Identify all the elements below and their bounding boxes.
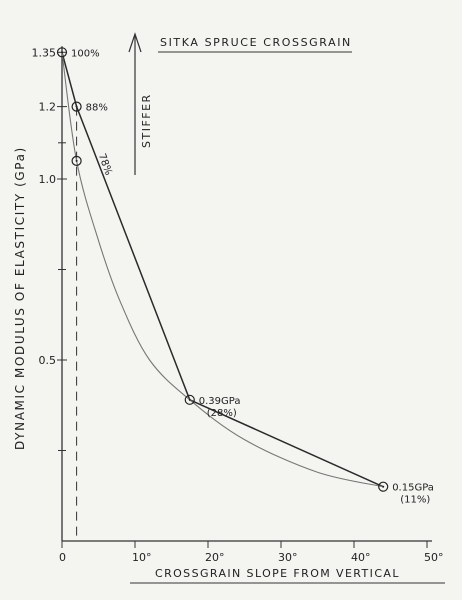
x-axis-label: CROSSGRAIN SLOPE FROM VERTICAL xyxy=(155,567,400,580)
series-layer xyxy=(61,52,384,488)
data-sublabel: (11%) xyxy=(400,495,430,506)
data-label: 0.39GPa xyxy=(199,396,241,407)
y-axis-label: DYNAMIC MODULUS OF ELASTICITY (GPa) xyxy=(13,146,27,450)
series-line-1 xyxy=(61,52,384,488)
data-point-marker xyxy=(378,481,389,492)
y-tick-label: 0.5 xyxy=(39,354,57,367)
y-tick-label: 1.2 xyxy=(39,101,57,114)
data-label: 100% xyxy=(71,48,100,59)
x-tick-label: 20° xyxy=(205,551,225,564)
data-label: 88% xyxy=(86,103,108,114)
data-point-marker xyxy=(56,47,68,58)
data-sublabel: (28%) xyxy=(207,408,237,419)
stiffer-arrow-head xyxy=(128,32,142,53)
y-tick-label: 1.0 xyxy=(39,173,57,186)
stiffer-indicator: STIFFER xyxy=(128,32,153,175)
data-point-marker xyxy=(184,394,195,405)
series-line-2 xyxy=(61,52,384,488)
x-tick-label: 10° xyxy=(132,551,152,564)
stiffer-label: STIFFER xyxy=(140,93,153,148)
data-point-marker xyxy=(71,101,82,112)
data-label: 0.15GPa xyxy=(392,483,434,494)
data-point-center xyxy=(188,398,191,401)
data-point-center xyxy=(75,105,78,108)
x-tick-label: 50° xyxy=(424,551,444,564)
x-tick-label: 0 xyxy=(59,551,66,564)
chart-title: SITKA SPRUCE CROSSGRAIN xyxy=(160,36,352,49)
axes xyxy=(61,46,432,542)
data-point-center xyxy=(75,159,78,162)
data-point-center xyxy=(382,485,385,488)
x-tick-label: 40° xyxy=(351,551,371,564)
data-point-marker xyxy=(71,155,82,166)
marker-layer: 100%88%78%0.39GPa(28%)0.15GPa(11%) xyxy=(56,47,434,506)
x-tick-label: 30° xyxy=(278,551,298,564)
data-point-center xyxy=(61,51,63,54)
ticks: 0 10° 20° 30° 40° 50° 1.35 1.2 1.0 0.5 xyxy=(32,46,444,564)
y-tick-label: 1.35 xyxy=(32,46,57,59)
